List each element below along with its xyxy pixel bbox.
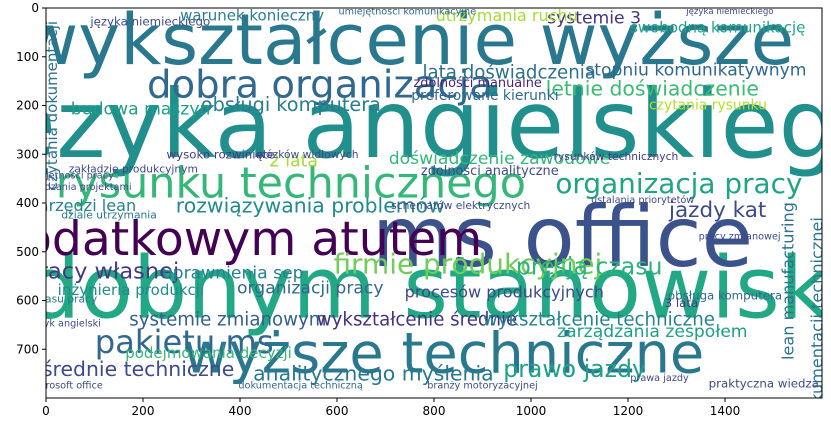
word-65: prawa jazdy xyxy=(630,373,689,384)
word-2: podobnym stanowisku xyxy=(0,238,831,338)
word-4: ms office xyxy=(372,188,753,286)
word-46: 2 lata xyxy=(269,152,318,172)
word-7: dobra organizacja xyxy=(147,63,493,108)
y-tick-label: 600 xyxy=(16,294,39,308)
word-13: lata doświadczenia xyxy=(422,62,595,83)
word-66: czasu pracy xyxy=(34,293,98,306)
word-14: stopniu komunikatywnym xyxy=(585,60,806,80)
word-24: procesów produkcyjnych xyxy=(405,283,604,302)
word-25: systemie zmianowym xyxy=(129,310,326,331)
word-29: średnie techniczne xyxy=(42,357,234,381)
word-45: zdolności analityczne xyxy=(421,164,559,179)
y-axis: 0 100 200 300 400 500 600 700 xyxy=(16,1,46,356)
word-43: czytania dokumentacji xyxy=(43,21,61,190)
word-63: zarządzania projektami xyxy=(19,182,132,193)
x-tick-label: 400 xyxy=(229,404,252,418)
word-6: rysunku technicznego xyxy=(56,159,526,209)
y-tick-label: 400 xyxy=(16,196,39,210)
word-61: ustalania priorytetów xyxy=(591,194,694,206)
word-52: microsoft office xyxy=(28,380,103,391)
word-31: prawo jazdy xyxy=(503,355,646,383)
word-67: język angielski xyxy=(29,318,101,329)
word-1: języka angielskiego xyxy=(0,70,831,180)
word-57: wózków widłowych xyxy=(257,148,358,161)
word-50: 3 lata xyxy=(665,296,699,310)
word-48: schematów elektrycznych xyxy=(391,199,530,212)
x-tick-label: 0 xyxy=(42,404,50,418)
word-3: wyższe techniczne xyxy=(183,322,704,387)
word-55: zakładzie produkcyjnym xyxy=(69,162,198,175)
word-33: systemie 3 xyxy=(547,9,641,29)
word-19: jazdy kat xyxy=(668,198,766,223)
word-27: wykształcenie techniczne xyxy=(483,310,715,331)
word-56: dziale utrzymania xyxy=(61,209,156,222)
word-49: umiejętności komunikacyjne xyxy=(338,5,476,17)
word-34: swobodną komunikację xyxy=(630,19,805,37)
word-5: dodatkowym atutem xyxy=(0,212,482,267)
word-39: zdolności manualne xyxy=(414,76,542,91)
x-tick-label: 800 xyxy=(423,404,446,418)
word-18: presją czasu xyxy=(516,252,663,280)
y-tick-label: 0 xyxy=(31,1,39,15)
word-40: czytania rysunku xyxy=(649,98,767,114)
word-10: pakietu ms xyxy=(95,323,274,361)
word-47: wysoko rozwinięte xyxy=(166,147,274,161)
word-42: dokumentacji technicznej xyxy=(808,217,827,423)
word-37: języka niemieckiego xyxy=(89,15,210,29)
word-22: organizacji pracy xyxy=(237,278,384,298)
x-tick-label: 1000 xyxy=(516,404,547,418)
word-12: letnie doświadczenie xyxy=(546,76,759,100)
word-15: obsługi komputera xyxy=(201,93,381,116)
word-54: dokumentacja techniczną xyxy=(238,380,362,391)
word-38: preferowane kierunki xyxy=(411,88,558,104)
y-tick-label: 500 xyxy=(16,245,39,259)
word-58: rysunków technicznych xyxy=(554,150,679,163)
word-0: wykształcenie wyższe xyxy=(20,0,794,81)
word-30: analitycznego myślenia xyxy=(253,362,493,386)
y-tick-label: 100 xyxy=(16,50,39,64)
word-64: języka niemieckiego xyxy=(685,7,773,17)
word-26: wykształcenie średnie xyxy=(317,310,517,331)
x-tick-label: 1200 xyxy=(613,404,644,418)
x-tick-label: 200 xyxy=(132,404,155,418)
x-tick-label: 1400 xyxy=(710,404,741,418)
word-36: warunek konieczny xyxy=(180,6,324,24)
word-23: inżynieria produkcji xyxy=(58,281,204,299)
word-59: branży motoryzacyjnej xyxy=(427,380,537,391)
word-8: organizacja pracy xyxy=(555,167,802,200)
word-17: doświadczenie zawodowe xyxy=(389,149,611,169)
word-20: pracy własnej xyxy=(24,258,179,284)
word-35: utrzymania ruchu xyxy=(436,6,578,25)
word-32: podejmowania decyzji xyxy=(125,344,292,362)
y-tick-label: 700 xyxy=(16,342,39,356)
y-tick-label: 300 xyxy=(16,147,39,161)
word-44: narzędzi lean xyxy=(29,196,137,215)
word-41: lean manufacturing xyxy=(779,202,798,360)
word-53: praktyczna wiedza xyxy=(709,376,819,390)
x-tick-label: 600 xyxy=(326,404,349,418)
word-9: firmie produkcyjnej xyxy=(333,247,602,280)
word-51: obsługa komputera xyxy=(668,289,782,303)
word-60: pracy zmianowej xyxy=(699,232,781,243)
word-16: budowa maszyn xyxy=(71,99,211,119)
word-28: zarządzania zespołem xyxy=(557,322,747,342)
y-tick-label: 200 xyxy=(16,99,39,113)
word-11: rozwiązywania problemów xyxy=(176,193,445,217)
word-62: umiejętności pracy xyxy=(22,170,114,182)
word-21: uprawnienia sep xyxy=(162,264,304,284)
x-axis: 0 200 400 600 800 1000 1200 1400 xyxy=(42,398,740,418)
